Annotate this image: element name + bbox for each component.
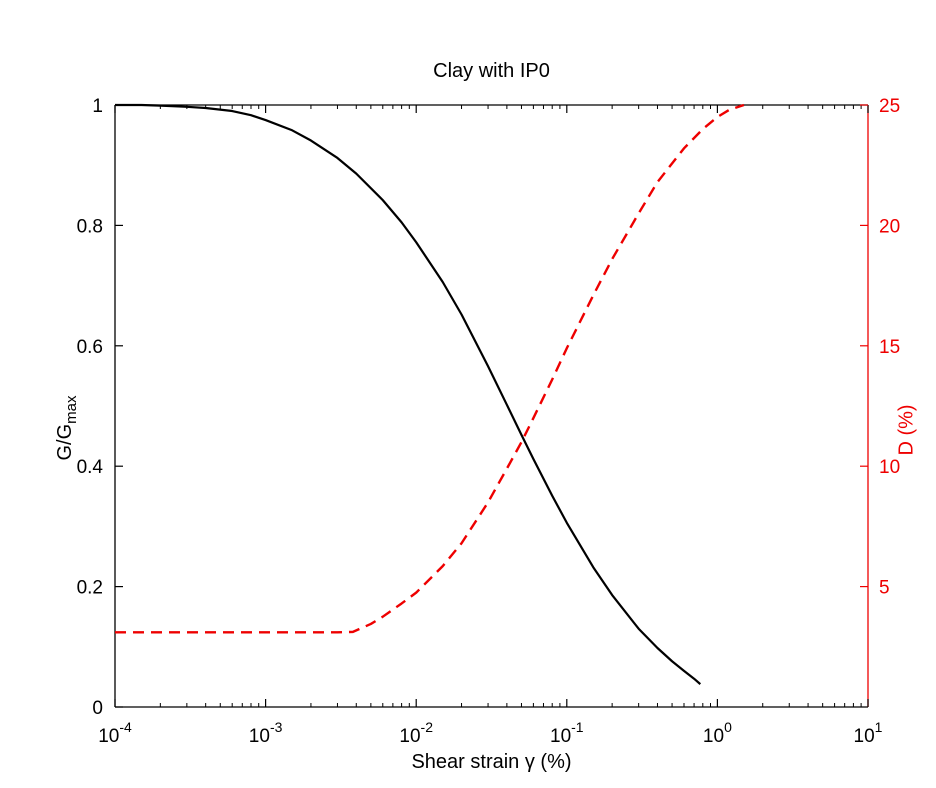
y-left-tick-label: 1 bbox=[92, 96, 103, 117]
x-tick-label: 100 bbox=[703, 719, 732, 747]
y-axis-label-left-sub: max bbox=[63, 395, 80, 424]
y-right-tick-label: 20 bbox=[879, 216, 900, 237]
y-left-tick-label: 0.6 bbox=[77, 337, 103, 358]
y-right-tick-label: 10 bbox=[879, 457, 900, 478]
y-axis-label-left-main: G/G bbox=[54, 423, 76, 461]
y-right-tick-label: 25 bbox=[879, 96, 900, 117]
y-right-tick-label: 5 bbox=[879, 578, 890, 599]
chart-title: Clay with IP0 bbox=[433, 60, 550, 82]
y-left-tick-label: 0.4 bbox=[77, 457, 104, 478]
y-axis-label-left: G/Gmax bbox=[54, 395, 80, 460]
g-gmax-curve bbox=[115, 103, 702, 685]
x-tick-label: 10-1 bbox=[550, 719, 584, 747]
y-right-tick-label: 15 bbox=[879, 337, 900, 358]
damping-curve bbox=[115, 103, 745, 634]
y-left-tick-label: 0.2 bbox=[77, 578, 103, 599]
y-left-tick-label: 0 bbox=[92, 698, 103, 719]
x-tick-label: 10-4 bbox=[98, 719, 132, 747]
y-left-tick-label: 0.8 bbox=[77, 216, 103, 237]
y-axis-label-right: D (%) bbox=[895, 404, 918, 456]
x-tick-label: 10-3 bbox=[249, 719, 283, 747]
x-tick-label: 10-2 bbox=[399, 719, 433, 747]
x-tick-label: 101 bbox=[854, 719, 883, 747]
x-axis-label: Shear strain γ (%) bbox=[411, 751, 572, 773]
